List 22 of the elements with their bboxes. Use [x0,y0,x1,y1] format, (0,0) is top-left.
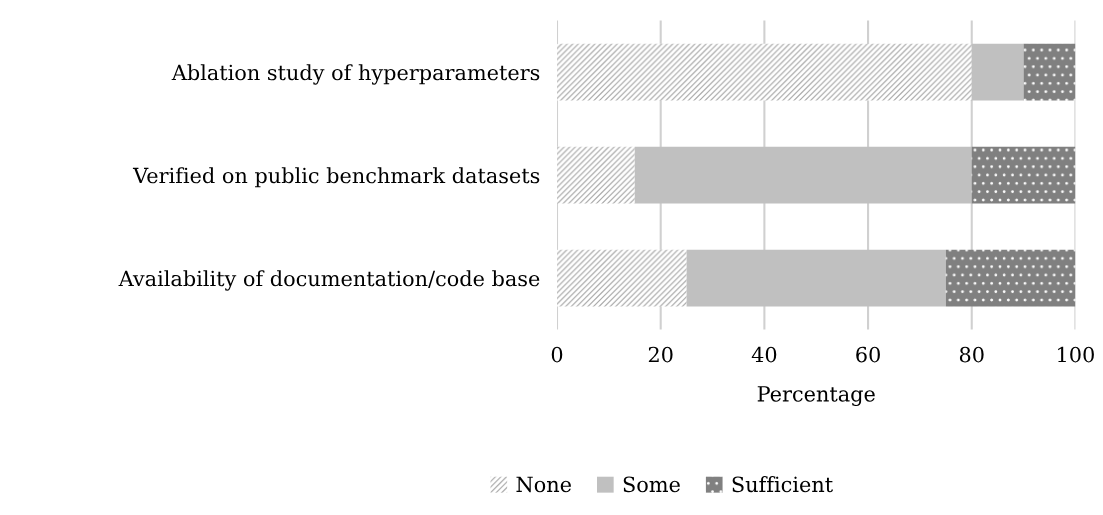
x-tick-label: 20 [648,346,673,363]
legend-label: Some [623,476,680,493]
x-tick-label: 0 [551,346,563,363]
bar [557,249,687,307]
bar [557,43,972,101]
y-tick-label: Ablation study of hyperparameters [171,64,540,85]
x-tick-label: 60 [856,346,880,363]
x-tick-label: 40 [751,346,777,363]
bar [557,146,635,204]
x-axis-title: Percentage [757,386,875,407]
legend-label: None [516,476,571,493]
bar [686,249,946,307]
x-tick-label: 100 [1058,346,1094,363]
y-tick-label: Verified on public benchmark datasets [132,167,540,188]
legend-label: Sufficient [732,476,833,493]
bar [1023,43,1076,101]
x-tick-label: 80 [959,346,984,363]
y-tick-label: Availability of documentation/code base [118,270,540,291]
bar [971,146,1076,204]
bar [971,43,1024,101]
bar [634,146,972,204]
bar [945,249,1076,307]
